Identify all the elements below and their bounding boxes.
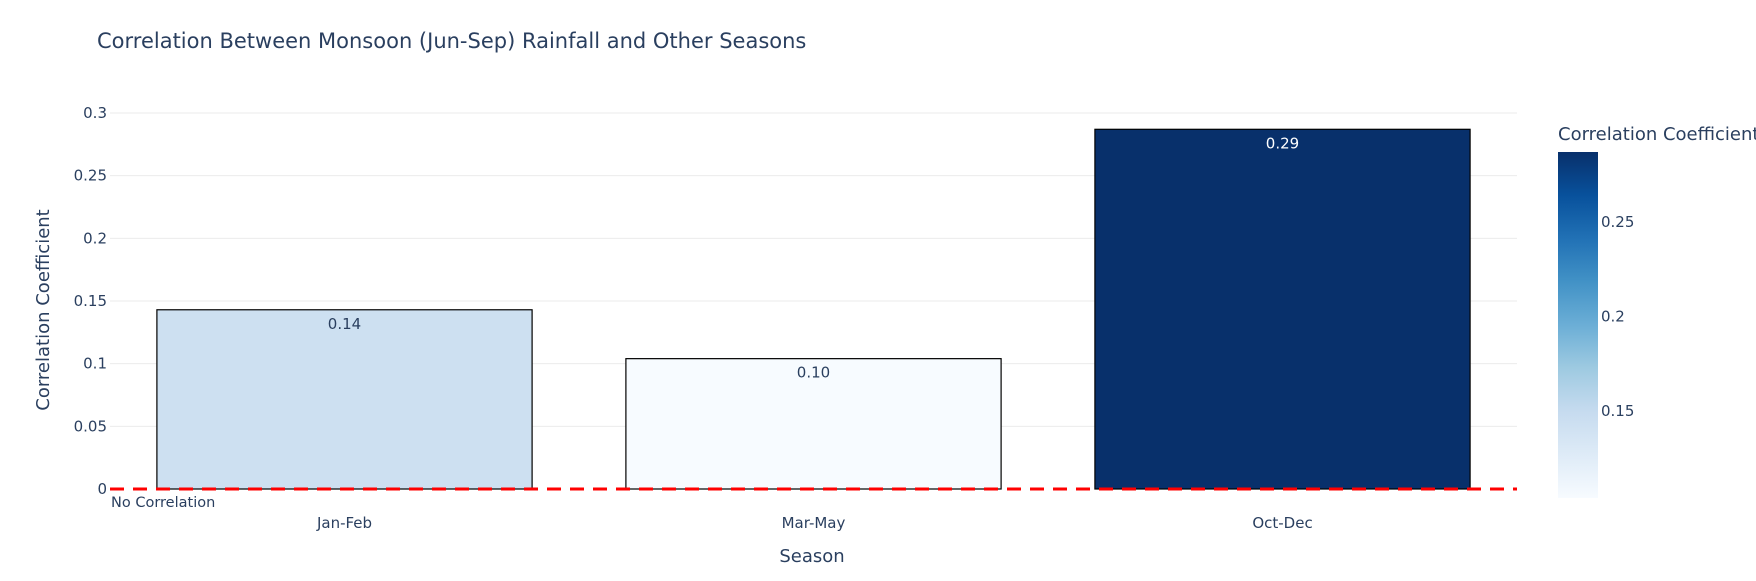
y-axis-ticks: 0 0.05 0.1 0.15 0.2 0.25 0.3: [74, 104, 107, 498]
chart-title: Correlation Between Monsoon (Jun-Sep) Ra…: [97, 29, 806, 53]
reference-line-label: No Correlation: [111, 495, 215, 511]
colorbar: Correlation Coefficient 0.15 0.2 0.25: [1558, 124, 1756, 498]
colorbar-tick-label: 0.15: [1601, 402, 1634, 420]
bar-value-label: 0.14: [328, 315, 361, 333]
bar-value-label: 0.10: [797, 364, 830, 382]
colorbar-tick-label: 0.25: [1601, 213, 1634, 231]
colorbar-gradient: [1558, 152, 1598, 498]
x-tick-label: Mar-May: [782, 514, 846, 532]
bar: [156, 309, 533, 490]
bars: 0.14 0.10 0.29: [156, 128, 1471, 490]
x-axis-title: Season: [779, 546, 844, 567]
y-tick-label: 0.25: [74, 167, 107, 185]
x-axis-ticks: Jan-Feb Mar-May Oct-Dec: [316, 514, 1313, 532]
y-tick-label: 0.1: [83, 355, 107, 373]
y-tick-label: 0.15: [74, 292, 107, 310]
colorbar-title: Correlation Coefficient: [1558, 124, 1756, 145]
colorbar-tick-label: 0.2: [1601, 307, 1625, 325]
y-tick-label: 0.2: [83, 229, 107, 247]
y-tick-label: 0.3: [83, 104, 107, 122]
y-tick-label: 0.05: [74, 417, 107, 435]
x-tick-label: Oct-Dec: [1252, 514, 1312, 532]
y-tick-label: 0: [97, 480, 107, 498]
reference-line-group: No Correlation: [110, 487, 1517, 511]
bar-value-label: 0.29: [1266, 134, 1299, 152]
x-tick-label: Jan-Feb: [316, 514, 372, 532]
bar: [1094, 128, 1471, 490]
y-axis-title: Correlation Coefficient: [33, 209, 54, 410]
